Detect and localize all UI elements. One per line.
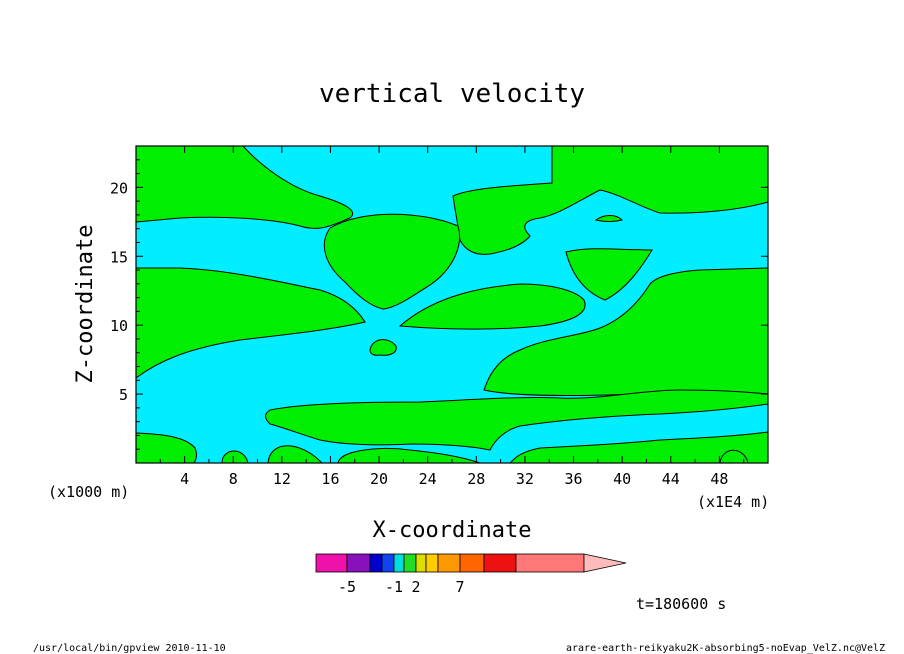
colorbar-swatch <box>515 553 585 573</box>
y-unit-label: (x1000 m) <box>48 483 129 501</box>
y-axis-title: Z-coordinate <box>73 225 98 384</box>
x-tick-label: 48 <box>710 470 728 488</box>
region-bottom-center <box>265 389 768 451</box>
colorbar-label: -5 <box>338 578 356 596</box>
colorbar-swatch <box>381 553 395 573</box>
footer-right: arare-earth-reikyaku2K-absorbing5-noEvap… <box>566 643 885 654</box>
colorbar-arrow <box>583 553 627 573</box>
region-top-left <box>136 146 353 229</box>
y-tick-label: 15 <box>110 248 128 266</box>
x-tick-label: 8 <box>229 470 238 488</box>
y-axis: 5 10 15 20 <box>110 159 768 450</box>
colorbar-label: 7 <box>455 578 464 596</box>
y-tick-label: 20 <box>110 179 128 197</box>
x-axis: 4 8 12 16 20 24 28 32 36 40 44 48 <box>159 146 745 488</box>
colorbar-swatch <box>315 553 348 573</box>
region-center-bulb <box>323 213 460 310</box>
colorbar-swatch <box>346 553 371 573</box>
contour-regions <box>136 146 768 463</box>
colorbar-swatch <box>425 553 439 573</box>
x-tick-label: 4 <box>180 470 189 488</box>
region-mid-left <box>136 267 366 379</box>
region-bottom-right <box>509 431 768 463</box>
x-tick-label: 40 <box>613 470 631 488</box>
region-bottom-left <box>136 432 198 463</box>
colorbar-swatch <box>393 553 405 573</box>
region-small-ring <box>594 215 623 222</box>
colorbar-label: 2 <box>411 578 420 596</box>
plot-area <box>136 146 768 463</box>
region-top-center <box>452 146 768 255</box>
x-tick-label: 12 <box>273 470 291 488</box>
colorbar-swatch <box>483 553 517 573</box>
x-axis-title: X-coordinate <box>373 518 532 543</box>
region-mid-center <box>398 283 586 330</box>
x-tick-label: 44 <box>662 470 680 488</box>
x-tick-label: 24 <box>419 470 437 488</box>
colorbar-swatch <box>403 553 417 573</box>
region-small-island <box>369 339 397 356</box>
x-tick-label: 32 <box>516 470 534 488</box>
colorbar-swatch <box>437 553 461 573</box>
x-tick-label: 36 <box>565 470 583 488</box>
chart-title: vertical velocity <box>319 79 585 109</box>
colorbar-label: -1 <box>385 578 403 596</box>
x-tick-label: 28 <box>467 470 485 488</box>
region-bottom-bump-3 <box>337 448 481 463</box>
y-tick-label: 5 <box>119 386 128 404</box>
x-tick-label: 16 <box>321 470 339 488</box>
y-tick-label: 10 <box>110 317 128 335</box>
colorbar: -5 -1 2 7 <box>315 553 627 596</box>
time-label: t=180600 s <box>636 595 726 613</box>
x-tick-label: 20 <box>370 470 388 488</box>
region-right-triangle <box>565 248 653 301</box>
colorbar-swatch <box>369 553 383 573</box>
colorbar-swatch <box>415 553 427 573</box>
footer-left: /usr/local/bin/gpview 2010-11-10 <box>33 643 226 654</box>
colorbar-swatch <box>459 553 485 573</box>
x-unit-label: (x1E4 m) <box>697 493 769 511</box>
